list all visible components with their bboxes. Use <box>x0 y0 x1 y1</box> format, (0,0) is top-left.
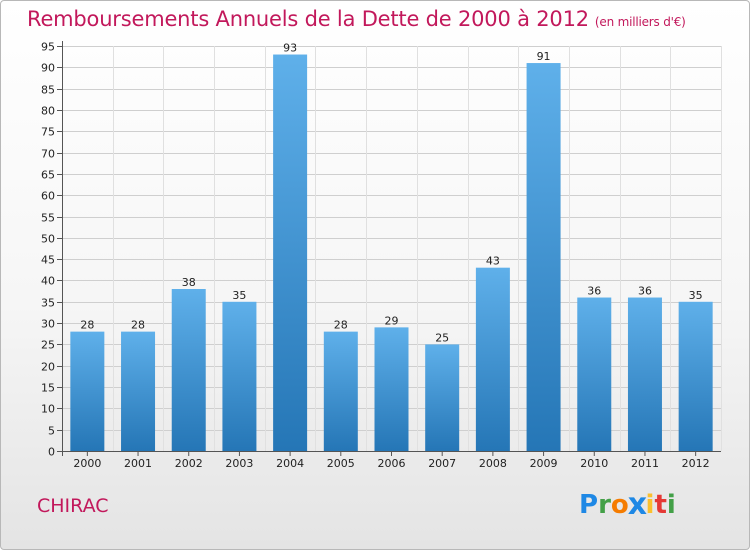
x-tick-label-2010: 2010 <box>580 457 608 470</box>
data-label-2004: 93 <box>283 42 297 55</box>
x-tick-label-2005: 2005 <box>327 457 355 470</box>
x-tick-label-2004: 2004 <box>276 457 304 470</box>
x-tick-label-2001: 2001 <box>124 457 152 470</box>
y-tick-label: 10 <box>41 403 55 416</box>
logo-letter: r <box>598 490 611 520</box>
y-tick-label: 65 <box>41 169 55 182</box>
x-tick-label-2011: 2011 <box>631 457 659 470</box>
bar-2006 <box>374 327 409 451</box>
data-label-2010: 36 <box>587 285 601 298</box>
bar-2011 <box>627 297 662 451</box>
y-tick-label: 55 <box>41 212 55 225</box>
x-tick-label-2009: 2009 <box>530 457 558 470</box>
x-tick-label-2008: 2008 <box>479 457 507 470</box>
data-label-2005: 28 <box>334 319 348 332</box>
y-tick-label: 60 <box>41 190 55 203</box>
logo-letter: o <box>610 490 629 520</box>
y-tick-label: 50 <box>41 233 55 246</box>
data-label-2008: 43 <box>486 255 500 268</box>
data-label-2001: 28 <box>131 319 145 332</box>
bar-2007 <box>425 344 460 451</box>
data-label-2000: 28 <box>80 319 94 332</box>
chart-title-text: Remboursements Annuels de la Dette de 20… <box>27 7 589 31</box>
chart-title: Remboursements Annuels de la Dette de 20… <box>27 7 686 31</box>
y-tick-label: 5 <box>48 425 55 438</box>
y-tick-label: 85 <box>41 84 55 97</box>
y-tick-label: 75 <box>41 126 55 139</box>
x-tick-label-2003: 2003 <box>225 457 253 470</box>
data-label-2007: 25 <box>435 331 449 344</box>
y-tick-label: 80 <box>41 105 55 118</box>
bar-2012 <box>678 301 713 451</box>
logo-letter: i <box>666 490 676 520</box>
logo-letter: x <box>627 487 647 523</box>
logo-letter: i <box>645 490 655 520</box>
data-label-2012: 35 <box>689 289 703 302</box>
y-tick-label: 30 <box>41 318 55 331</box>
bar-2000 <box>70 331 105 451</box>
data-label-2002: 38 <box>182 276 196 289</box>
y-tick-label: 20 <box>41 361 55 374</box>
bar-2002 <box>171 289 206 451</box>
data-label-2006: 29 <box>385 314 399 327</box>
x-tick-label-2007: 2007 <box>428 457 456 470</box>
bar-2010 <box>577 297 612 451</box>
logo-letter: t <box>654 490 667 520</box>
bar-2003 <box>222 301 257 451</box>
y-tick-label: 45 <box>41 254 55 267</box>
x-tick-label-2002: 2002 <box>175 457 203 470</box>
x-tick-label-2006: 2006 <box>378 457 406 470</box>
y-tick-label: 0 <box>48 446 55 459</box>
bar-2009 <box>526 63 561 451</box>
bar-2005 <box>323 331 358 451</box>
bar-2004 <box>273 54 308 452</box>
data-label-2003: 35 <box>232 289 246 302</box>
y-tick-label: 40 <box>41 275 55 288</box>
bar-2008 <box>475 267 510 451</box>
bar-2001 <box>121 331 156 451</box>
x-tick-label-2012: 2012 <box>682 457 710 470</box>
y-tick-label: 15 <box>41 382 55 395</box>
y-tick-label: 35 <box>41 297 55 310</box>
y-tick-label: 70 <box>41 148 55 161</box>
proxiti-logo: Proxiti <box>579 487 676 523</box>
data-label-2011: 36 <box>638 285 652 298</box>
x-tick-label-2000: 2000 <box>73 457 101 470</box>
logo-letter: P <box>579 490 599 520</box>
chart-subtitle: (en milliers d'€) <box>594 15 686 29</box>
commune-name: CHIRAC <box>37 495 109 517</box>
data-label-2009: 91 <box>537 50 551 63</box>
y-tick-label: 95 <box>41 41 55 54</box>
y-tick-label: 90 <box>41 62 55 75</box>
y-tick-label: 25 <box>41 339 55 352</box>
